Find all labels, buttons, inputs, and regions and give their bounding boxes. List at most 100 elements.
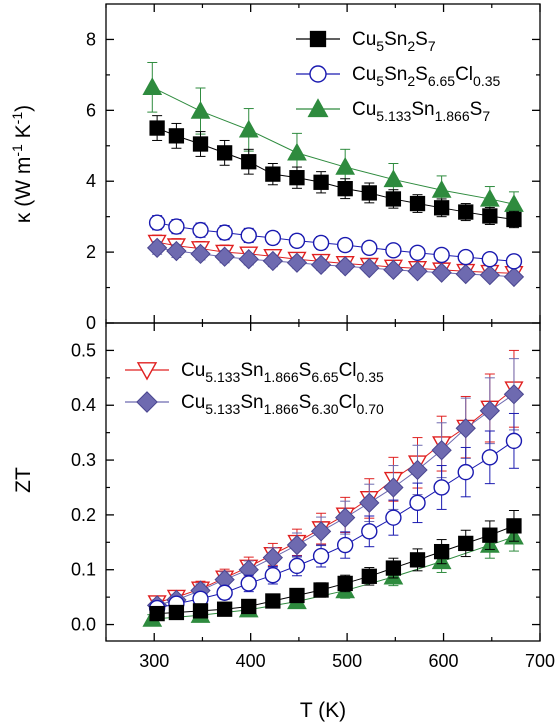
y-label-part: ) [12,105,35,112]
y-tick-label: 0.0 [71,615,96,635]
data-point [262,250,284,272]
data-point [142,77,163,95]
data-point [146,237,168,259]
series-line [156,388,515,604]
data-point [409,244,426,262]
superscript: -1 [9,112,25,125]
y-tick-label: 0.5 [71,340,96,360]
series-line [156,127,515,220]
y-axis-label: ZT [12,467,35,493]
data-point [335,256,356,277]
data-point [238,249,259,270]
data-point [241,154,257,170]
data-point [337,181,353,197]
data-point [482,208,498,224]
data-point [433,543,450,560]
data-point [241,598,257,615]
data-point [505,432,523,450]
zt-panel: 0.0 0.1 0.2 0.3 0.4 0.5 ZT [12,322,541,642]
data-point [240,575,257,592]
data-point [286,534,308,556]
data-point [312,547,330,565]
data-point [479,188,500,207]
series-line [157,440,515,609]
data-point [431,179,452,198]
data-point [385,509,402,526]
legend-label: Cu5.133Sn1.866S6.30Cl0.70 [181,392,384,417]
data-point [458,535,474,552]
series-2 [142,61,524,218]
data-point [385,242,402,259]
data-point [216,224,233,241]
legend-marker [307,98,329,118]
data-point [383,477,404,498]
x-tick-label: 300 [139,651,169,671]
legend-marker [136,391,158,413]
data-point [505,253,523,270]
legend-label: Cu5.133Sn1.866S7 [352,99,490,124]
data-point [190,100,211,119]
data-point [409,494,426,512]
y-label-part: K [12,124,35,144]
y-tick-label: 0.4 [71,395,96,415]
legend-item: Cu5Sn2S6.65Cl0.35 [296,64,500,89]
series-0 [149,510,522,622]
plot-frame [105,322,541,642]
data-point [190,243,211,265]
legend-label: Cu5Sn2S6.65Cl0.35 [352,64,500,89]
legend-item: Cu5.133Sn1.866S6.30Cl0.70 [125,391,384,417]
data-point [166,240,187,262]
data-point [265,593,281,609]
data-point [148,214,166,231]
data-point [192,221,209,239]
x-axis-label: T (K) [300,699,346,722]
legend-bottom: Cu5.133Sn1.866S6.65Cl0.35 Cu5.133Sn1.866S… [125,360,384,417]
data-point [506,518,522,534]
data-point [433,200,450,216]
data-point [457,248,474,266]
y-tick-label: 2 [86,242,96,262]
data-point [431,262,452,283]
legend-item: Cu5.133Sn1.866S7 [296,98,490,124]
data-point [313,174,329,190]
data-point [359,492,380,513]
data-point [264,229,282,247]
data-point [149,605,165,622]
data-point [289,170,305,186]
data-point [433,479,450,496]
superscript: -1 [9,144,25,157]
data-point [481,449,499,466]
y-axis-label: κ (W m-1 K-1) [9,105,35,223]
y-tick-label: 0 [86,313,96,333]
y-tick-label: 0.1 [71,560,96,580]
series-line [156,393,515,606]
y-tick-label: 0.2 [71,505,96,525]
series-line [157,222,515,262]
data-point [383,169,404,188]
series-3 [147,349,524,613]
data-point [216,145,233,161]
data-point [479,400,501,421]
data-point [216,584,233,601]
data-point [265,166,281,182]
series-4 [146,237,525,288]
data-point [506,211,522,228]
data-point [385,560,402,576]
data-point [385,191,402,207]
data-point [361,523,378,540]
thermal-conductivity-panel: 0 2 4 6 8 κ (W m-1 K-1) [9,3,541,333]
data-point [337,575,353,592]
data-point [409,552,426,568]
legend-marker [309,65,327,83]
series-0 [149,115,522,229]
data-point [149,120,165,136]
data-point [216,601,233,617]
data-point [503,266,525,288]
data-point [482,527,498,543]
data-point [264,567,282,584]
legend-item: Cu5.133Sn1.866S6.65Cl0.35 [125,360,384,385]
data-point [168,604,185,621]
plot-frame [105,3,541,324]
legend-label: Cu5.133Sn1.866S6.65Cl0.35 [181,360,384,385]
data-point [288,557,306,575]
